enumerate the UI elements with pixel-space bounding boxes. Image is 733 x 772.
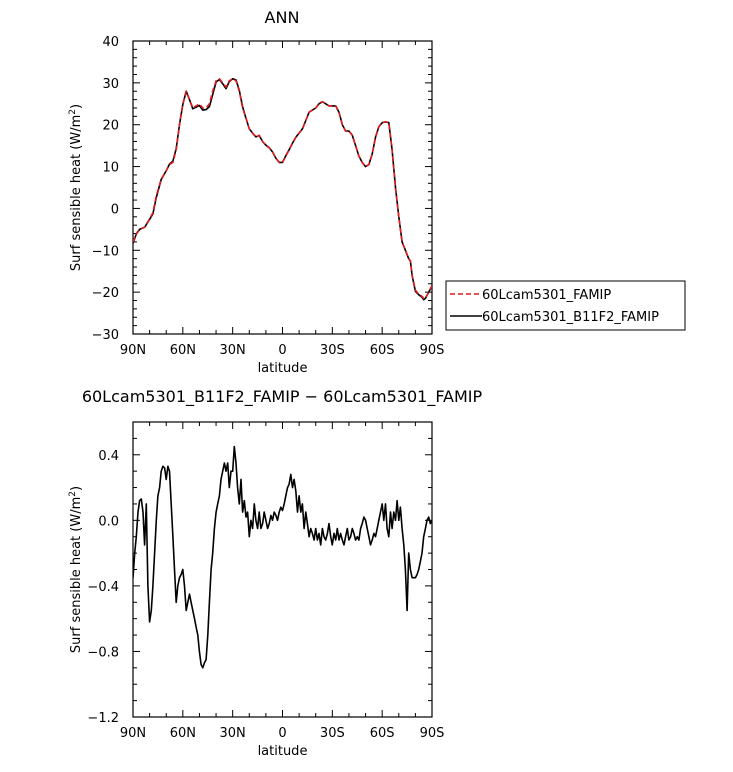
x-tick-label: 60S [370,726,395,741]
y-tick-label: 0 [111,202,119,217]
y-axis-label-sup: 2 [68,109,78,115]
y-tick-label: 0.0 [98,514,119,529]
y-tick-label: 30 [102,77,119,92]
y-tick-label: −30 [92,328,119,343]
chart-panel-1: ANN 90N 60N 30N 0 30S 60S 90S latitude −30 −20 −10 0… [68,8,686,376]
chart-title: 60Lcam5301_B11F2_FAMIP − 60Lcam5301_FAMI… [82,387,483,407]
x-tick-label: 30N [220,726,246,741]
y-axis-label-close: ) [69,104,84,109]
x-tick-label: 90N [120,726,146,741]
chart-title: ANN [265,8,300,27]
x-axis-label: latitude [258,744,308,759]
y-tick-label: 20 [102,119,119,134]
y-axis-label-text: Surf sensible heat (W/m [69,497,84,653]
x-axis-label: latitude [258,361,308,376]
y-tick-label: −1.2 [87,711,119,726]
x-tick-label: 30S [320,343,345,358]
x-tick-label: 30S [320,726,345,741]
x-tick-label: 30N [220,343,246,358]
y-tick-label: 0.4 [98,449,119,464]
plot-frame [132,40,433,335]
x-tick-label: 60N [170,343,196,358]
y-axis-label-close: ) [69,486,84,491]
x-tick-label: 0 [278,726,286,741]
chart-panel-2: 60Lcam5301_B11F2_FAMIP − 60Lcam5301_FAMI… [68,387,483,759]
y-tick-label: −0.8 [87,645,119,660]
legend-label-2: 60Lcam5301_B11F2_FAMIP [482,310,659,325]
y-tick-label: −10 [92,244,119,259]
y-tick-label: −0.4 [87,580,119,595]
legend: 60Lcam5301_FAMIP 60Lcam5301_B11F2_FAMIP [445,280,686,331]
x-tick-label: 60S [370,343,395,358]
series-line-1 [133,77,432,300]
y-tick-label: 10 [102,161,119,176]
x-tick-label: 60N [170,726,196,741]
x-tick-label: 90S [420,726,445,741]
x-tick-label: 0 [278,343,286,358]
series-line-1 [133,445,432,669]
legend-box [445,280,686,331]
y-axis-label: Surf sensible heat (W/m2) [68,486,84,653]
y-tick-label: 40 [102,35,119,50]
x-tick-label: 90N [120,343,146,358]
y-axis-label: Surf sensible heat (W/m2) [68,104,84,271]
y-tick-label: −20 [92,286,119,301]
y-axis-label-sup: 2 [68,491,78,497]
plot-frame [132,421,433,718]
series-line-2 [133,77,432,301]
legend-label-1: 60Lcam5301_FAMIP [482,288,611,303]
x-tick-label: 90S [420,343,445,358]
y-axis-label-text: Surf sensible heat (W/m [69,115,84,271]
